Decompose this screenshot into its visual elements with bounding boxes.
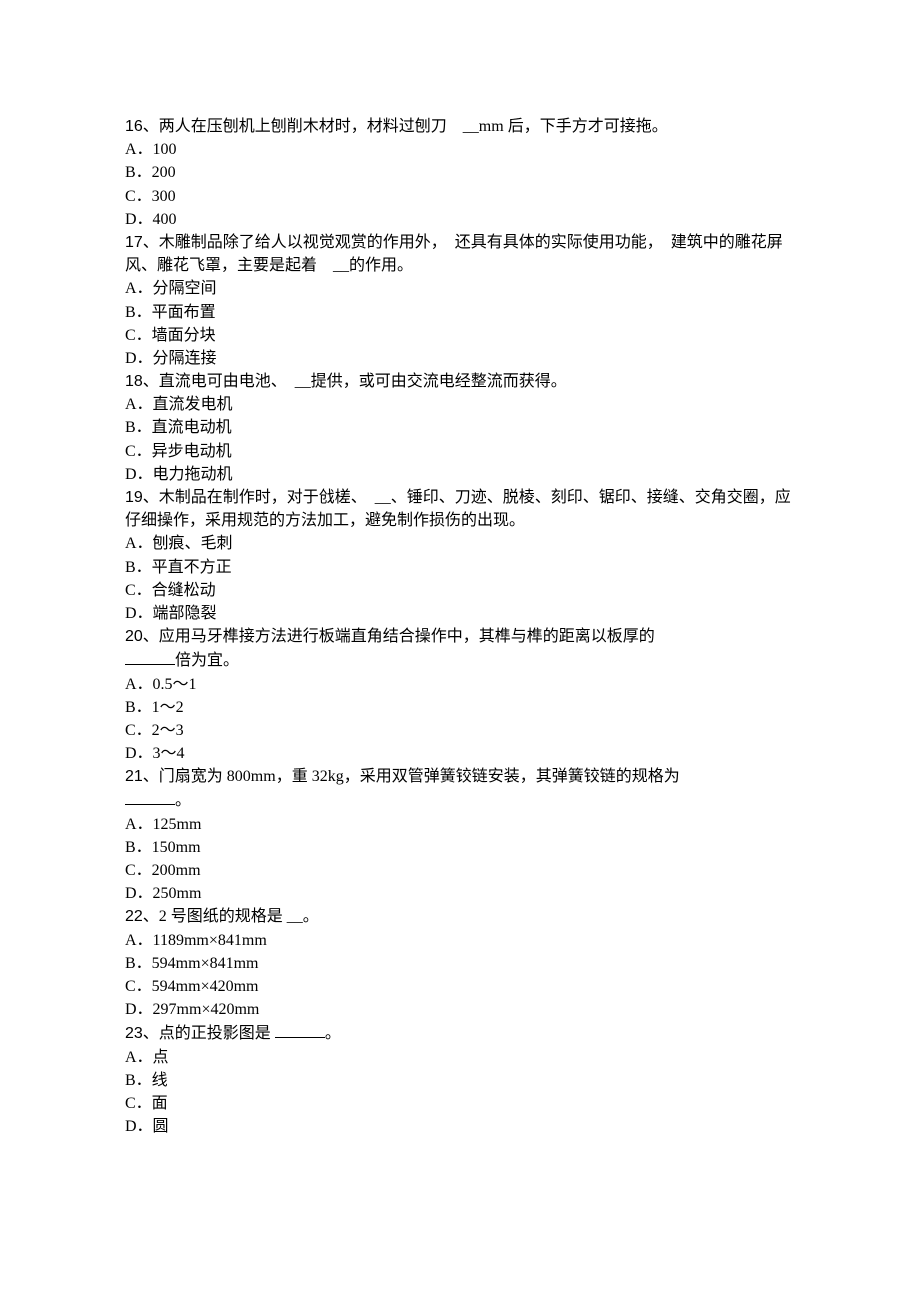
question-22: 22、2 号图纸的规格是 __。 A．1189mm×841mm B．594mm×… [125, 905, 800, 1021]
blank-line [275, 1021, 325, 1038]
question-number: 22 [125, 908, 143, 925]
question-body: 、2 号图纸的规格是 __。 [143, 908, 319, 925]
question-blank-line: 倍为宜。 [125, 648, 800, 672]
option-b: B．线 [125, 1069, 800, 1092]
option-d: D．端部隐裂 [125, 602, 800, 625]
blank-line [125, 788, 175, 805]
question-text: 23、点的正投影图是 。 [125, 1021, 800, 1045]
option-a: A．100 [125, 138, 800, 161]
question-body: 、门扇宽为 800mm，重 32kg，采用双管弹簧铰链安装，其弹簧铰链的规格为 [143, 768, 680, 785]
question-number: 18 [125, 373, 143, 390]
question-16: 16、两人在压刨机上刨削木材时，材料过刨刀 __mm 后，下手方才可接拖。 A．… [125, 115, 800, 231]
question-text: 21、门扇宽为 800mm，重 32kg，采用双管弹簧铰链安装，其弹簧铰链的规格… [125, 765, 800, 788]
option-b: B．直流电动机 [125, 416, 800, 439]
option-a: A．1189mm×841mm [125, 929, 800, 952]
question-body: 、直流电可由电池、 __提供，或可由交流电经整流而获得。 [143, 373, 567, 390]
question-body: 、点的正投影图是 [143, 1025, 275, 1042]
blank-line [125, 648, 175, 665]
question-body: 、木制品在制作时，对于戗槎、 __、锤印、刀迹、脱棱、刻印、锯印、接缝、交角交圈… [125, 489, 791, 529]
option-b: B．1～2 [125, 696, 800, 719]
option-b: B．150mm [125, 836, 800, 859]
question-tail: 倍为宜。 [175, 652, 239, 669]
option-d: D．电力拖动机 [125, 463, 800, 486]
option-b: B．594mm×841mm [125, 952, 800, 975]
option-b: B．平面布置 [125, 301, 800, 324]
question-17: 17、木雕制品除了给人以视觉观赏的作用外， 还具有具体的实际使用功能， 建筑中的… [125, 231, 800, 370]
question-number: 21 [125, 768, 143, 785]
question-20: 20、应用马牙榫接方法进行板端直角结合操作中，其榫与榫的距离以板厚的 倍为宜。 … [125, 625, 800, 765]
option-c: C．面 [125, 1092, 800, 1115]
option-c: C．200mm [125, 859, 800, 882]
question-body: 、两人在压刨机上刨削木材时，材料过刨刀 __mm 后，下手方才可接拖。 [143, 118, 668, 135]
option-d: D．圆 [125, 1115, 800, 1138]
option-d: D．3～4 [125, 742, 800, 765]
question-text: 17、木雕制品除了给人以视觉观赏的作用外， 还具有具体的实际使用功能， 建筑中的… [125, 231, 800, 277]
option-c: C．300 [125, 185, 800, 208]
question-18: 18、直流电可由电池、 __提供，或可由交流电经整流而获得。 A．直流发电机 B… [125, 370, 800, 486]
option-a: A．0.5～1 [125, 673, 800, 696]
question-body: 、木雕制品除了给人以视觉观赏的作用外， 还具有具体的实际使用功能， 建筑中的雕花… [125, 234, 783, 274]
question-tail: 。 [175, 792, 191, 809]
option-c: C．墙面分块 [125, 324, 800, 347]
question-21: 21、门扇宽为 800mm，重 32kg，采用双管弹簧铰链安装，其弹簧铰链的规格… [125, 765, 800, 905]
option-d: D．400 [125, 208, 800, 231]
question-text: 20、应用马牙榫接方法进行板端直角结合操作中，其榫与榫的距离以板厚的 [125, 625, 800, 648]
option-d: D．250mm [125, 882, 800, 905]
option-d: D．297mm×420mm [125, 998, 800, 1021]
option-c: C．594mm×420mm [125, 975, 800, 998]
document-page: 16、两人在压刨机上刨削木材时，材料过刨刀 __mm 后，下手方才可接拖。 A．… [0, 0, 920, 1198]
question-23: 23、点的正投影图是 。 A．点 B．线 C．面 D．圆 [125, 1021, 800, 1138]
option-c: C．2～3 [125, 719, 800, 742]
option-c: C．异步电动机 [125, 440, 800, 463]
question-number: 19 [125, 489, 143, 506]
option-a: A．125mm [125, 813, 800, 836]
option-a: A．刨痕、毛刺 [125, 532, 800, 555]
option-a: A．点 [125, 1046, 800, 1069]
question-number: 16 [125, 118, 143, 135]
question-tail: 。 [325, 1025, 341, 1042]
question-number: 17 [125, 234, 143, 251]
option-a: A．分隔空间 [125, 277, 800, 300]
question-19: 19、木制品在制作时，对于戗槎、 __、锤印、刀迹、脱棱、刻印、锯印、接缝、交角… [125, 486, 800, 625]
question-text: 19、木制品在制作时，对于戗槎、 __、锤印、刀迹、脱棱、刻印、锯印、接缝、交角… [125, 486, 800, 532]
question-text: 22、2 号图纸的规格是 __。 [125, 905, 800, 928]
option-b: B．平直不方正 [125, 556, 800, 579]
question-text: 18、直流电可由电池、 __提供，或可由交流电经整流而获得。 [125, 370, 800, 393]
option-b: B．200 [125, 161, 800, 184]
question-text: 16、两人在压刨机上刨削木材时，材料过刨刀 __mm 后，下手方才可接拖。 [125, 115, 800, 138]
question-number: 20 [125, 628, 143, 645]
question-body: 、应用马牙榫接方法进行板端直角结合操作中，其榫与榫的距离以板厚的 [143, 628, 655, 645]
question-number: 23 [125, 1025, 143, 1042]
question-blank-line: 。 [125, 788, 800, 812]
option-a: A．直流发电机 [125, 393, 800, 416]
option-d: D．分隔连接 [125, 347, 800, 370]
option-c: C．合缝松动 [125, 579, 800, 602]
